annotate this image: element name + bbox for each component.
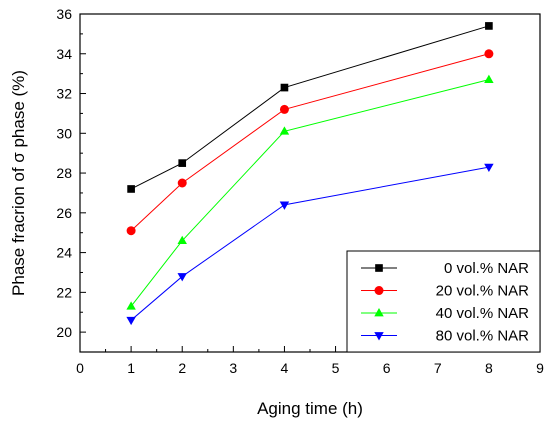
series-2: [126, 74, 494, 310]
x-tick-label: 7: [434, 360, 442, 376]
legend-label: 20 vol.% NAR: [436, 283, 530, 300]
legend-label: 80 vol.% NAR: [436, 328, 530, 345]
series-0: [127, 22, 493, 193]
legend-item: 80 vol.% NAR: [361, 328, 529, 345]
data-point: [126, 301, 136, 310]
y-tick-label: 32: [56, 86, 72, 102]
series-1: [126, 49, 494, 236]
data-point: [127, 185, 135, 193]
series-line: [130, 25, 490, 190]
x-tick-label: 1: [127, 360, 135, 376]
data-point: [484, 163, 494, 173]
legend: 0 vol.% NAR 20 vol.% NAR 40 vol.% NAR 80 vo…: [346, 250, 541, 353]
x-tick-label: 0: [76, 360, 84, 376]
x-axis-title: Aging time (h): [257, 399, 363, 418]
y-tick-label: 30: [56, 125, 72, 141]
data-point: [484, 74, 494, 83]
data-point: [485, 22, 493, 30]
y-tick-label: 28: [56, 165, 72, 181]
series-layer: [126, 22, 494, 326]
data-point: [178, 159, 187, 167]
legend-item: 40 vol.% NAR: [361, 305, 529, 322]
data-point: [126, 226, 136, 236]
data-point: [126, 316, 136, 326]
data-point: [177, 273, 187, 282]
data-point: [177, 235, 187, 245]
legend-label: 0 vol.% NAR: [444, 260, 529, 277]
x-tick-label: 3: [229, 360, 237, 376]
y-tick-label: 36: [56, 6, 72, 22]
y-axis: 20 22 24 26 28 30 32 34 36: [56, 6, 86, 353]
y-tick-label: 20: [56, 324, 72, 340]
y-tick-label: 22: [56, 284, 72, 300]
series-3: [126, 163, 494, 326]
legend-marker: [374, 308, 384, 317]
y-tick-label: 34: [56, 46, 72, 62]
legend-item: 0 vol.% NAR: [361, 260, 529, 277]
x-tick-label: 8: [485, 360, 493, 376]
data-point: [279, 201, 290, 210]
legend-label: 40 vol.% NAR: [436, 305, 530, 322]
series-line: [130, 53, 490, 232]
series-line: [130, 79, 490, 307]
series-line: [130, 166, 489, 321]
legend-item: 20 vol.% NAR: [361, 283, 529, 300]
x-tick-label: 5: [332, 360, 340, 376]
y-axis-title: Phase fracrion of σ phase (%): [9, 70, 28, 296]
y-tick-label: 26: [56, 205, 72, 221]
legend-marker: [374, 286, 384, 295]
y-tick-label: 24: [56, 245, 72, 261]
x-tick-label: 9: [536, 360, 544, 376]
data-point: [177, 178, 187, 188]
legend-marker: [375, 264, 383, 272]
x-tick-label: 6: [383, 360, 391, 376]
data-point: [484, 49, 494, 59]
x-tick-label: 2: [178, 360, 186, 376]
x-tick-label: 4: [281, 360, 289, 376]
data-point: [279, 126, 290, 135]
data-point: [279, 104, 289, 114]
legend-marker: [374, 332, 384, 341]
data-point: [280, 83, 289, 92]
